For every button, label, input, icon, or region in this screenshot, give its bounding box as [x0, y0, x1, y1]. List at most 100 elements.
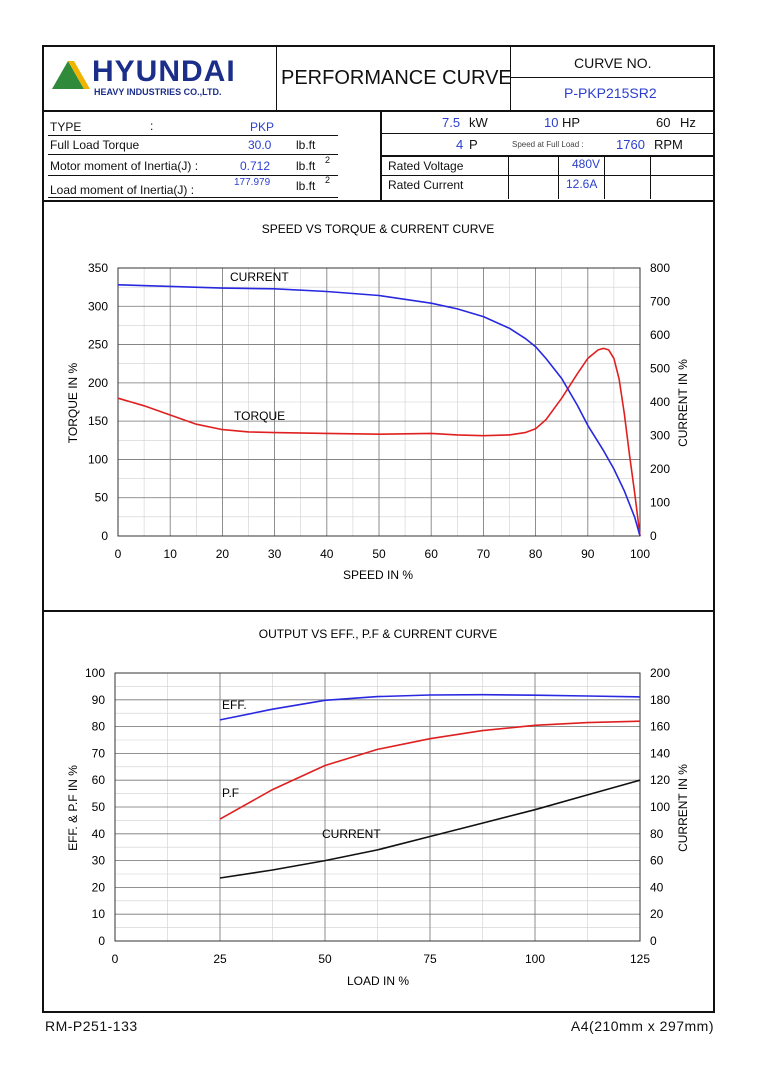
y2-tick-label: 600 [650, 328, 670, 342]
y2-tick-label: 0 [650, 934, 657, 948]
series-line-current [117, 284, 641, 537]
rated-table-divider [508, 155, 509, 199]
spec-rule [48, 135, 338, 136]
type-label: TYPE [50, 120, 82, 134]
y-tick-label: 100 [88, 452, 108, 466]
y-tick-label: 60 [92, 773, 106, 787]
spec-rule [382, 155, 715, 157]
y2-tick-label: 400 [650, 395, 670, 409]
rated-voltage-label: Rated Voltage [388, 159, 464, 173]
motor-inertia-value: 0.712 [240, 159, 271, 173]
plot-frame [114, 672, 641, 942]
chart1-annotation-torque: TORQUE [234, 409, 285, 423]
spec-rule [382, 133, 715, 134]
y2-tick-label: 60 [650, 854, 664, 868]
plot-frame [117, 267, 641, 537]
y2-tick-label: 0 [650, 529, 657, 543]
x-tick-label: 100 [630, 547, 650, 561]
motor-inertia-unit: lb.ft [296, 159, 316, 173]
chart2-x-label: LOAD IN % [347, 974, 409, 988]
y-tick-label: 10 [92, 907, 106, 921]
y-tick-label: 90 [92, 693, 106, 707]
x-tick-label: 50 [318, 952, 332, 966]
y2-tick-label: 200 [650, 462, 670, 476]
y2-tick-label: 100 [650, 800, 670, 814]
chart1-grid [117, 267, 641, 537]
speed-label: Speed at Full Load : [512, 140, 584, 149]
series-line-eff [219, 693, 641, 721]
x-tick-label: 90 [581, 547, 595, 561]
x-tick-label: 10 [164, 547, 178, 561]
curve-no-value: P-PKP215SR2 [564, 85, 657, 101]
brand-subtitle: HEAVY INDUSTRIES CO.,LTD. [94, 87, 222, 97]
rated-table-divider [604, 155, 605, 199]
spec-rule [48, 154, 338, 155]
curve-no-divider [510, 77, 715, 78]
curve-no-label: CURVE NO. [574, 55, 652, 71]
chart-separator-rule [44, 610, 713, 612]
y-tick-label: 200 [88, 376, 108, 390]
type-value: PKP [250, 120, 275, 134]
document-number: RM-P251-133 [45, 1018, 138, 1034]
chart1-annotation-current: CURRENT [230, 270, 289, 284]
chart2-annotation-current: CURRENT [322, 827, 381, 841]
y2-tick-label: 300 [650, 429, 670, 443]
speed-unit: RPM [654, 137, 683, 152]
load-inertia-value: 177.979 [234, 177, 271, 188]
x-tick-label: 60 [425, 547, 439, 561]
chart2-annotation-pf: P.F [222, 786, 239, 800]
hyundai-logo-triangle [52, 61, 90, 89]
y2-tick-label: 100 [650, 496, 670, 510]
motor-inertia-sup: 2 [325, 155, 331, 165]
series-line-current [219, 779, 641, 879]
chart2-title: OUTPUT VS EFF., P.F & CURRENT CURVE [259, 627, 498, 641]
y-tick-label: 250 [88, 338, 108, 352]
x-tick-label: 20 [216, 547, 230, 561]
y-tick-label: 70 [92, 746, 106, 760]
x-tick-label: 25 [213, 952, 227, 966]
chart2-grid [114, 672, 641, 942]
y-tick-label: 50 [95, 491, 109, 505]
chart1-y-label: TORQUE IN % [66, 362, 80, 443]
x-tick-label: 30 [268, 547, 282, 561]
x-tick-label: 40 [320, 547, 334, 561]
spec-rule [382, 175, 715, 176]
y-tick-label: 30 [92, 854, 106, 868]
spec-rule [48, 197, 338, 198]
chart2-y2-label: CURRENT IN % [676, 764, 690, 852]
y-tick-label: 80 [92, 720, 106, 734]
y-tick-label: 0 [101, 529, 108, 543]
series-line-torque [117, 347, 641, 537]
load-inertia-label: Load moment of Inertia(J) : [50, 183, 195, 197]
y2-tick-label: 40 [650, 880, 664, 894]
y2-tick-label: 120 [650, 773, 670, 787]
chart1-y2-label: CURRENT IN % [676, 359, 690, 447]
y2-tick-label: 20 [650, 907, 664, 921]
y2-tick-label: 180 [650, 693, 670, 707]
flt-label: Full Load Torque [50, 138, 140, 152]
y2-tick-label: 200 [650, 666, 670, 680]
spec-rule [48, 175, 338, 176]
load-inertia-unit: lb.ft [296, 179, 316, 193]
x-tick-label: 125 [630, 952, 650, 966]
brand-name: HYUNDAI [92, 55, 236, 88]
chart2-y-label: EFF. & P.F IN % [66, 765, 80, 851]
kw-unit: kW [469, 115, 488, 130]
y-tick-label: 0 [98, 934, 105, 948]
motor-inertia-label: Motor moment of Inertia(J) : [50, 159, 199, 173]
y2-tick-label: 800 [650, 261, 670, 275]
x-tick-label: 0 [112, 952, 119, 966]
paper-size: A4(210mm x 297mm) [570, 1018, 714, 1034]
chart2-lines [219, 693, 641, 879]
flt-value: 30.0 [248, 138, 272, 152]
y-tick-label: 150 [88, 414, 108, 428]
y2-tick-label: 140 [650, 746, 670, 760]
chart1-lines [117, 284, 641, 537]
header-bottom-rule [44, 110, 713, 112]
pole-unit: P [469, 137, 478, 152]
hp-value: 10 [544, 115, 559, 130]
chart1-title: SPEED VS TORQUE & CURRENT CURVE [262, 222, 495, 236]
x-tick-label: 50 [372, 547, 386, 561]
performance-sheet: HYUNDAI HEAVY INDUSTRIES CO.,LTD. PERFOR… [42, 45, 715, 1013]
